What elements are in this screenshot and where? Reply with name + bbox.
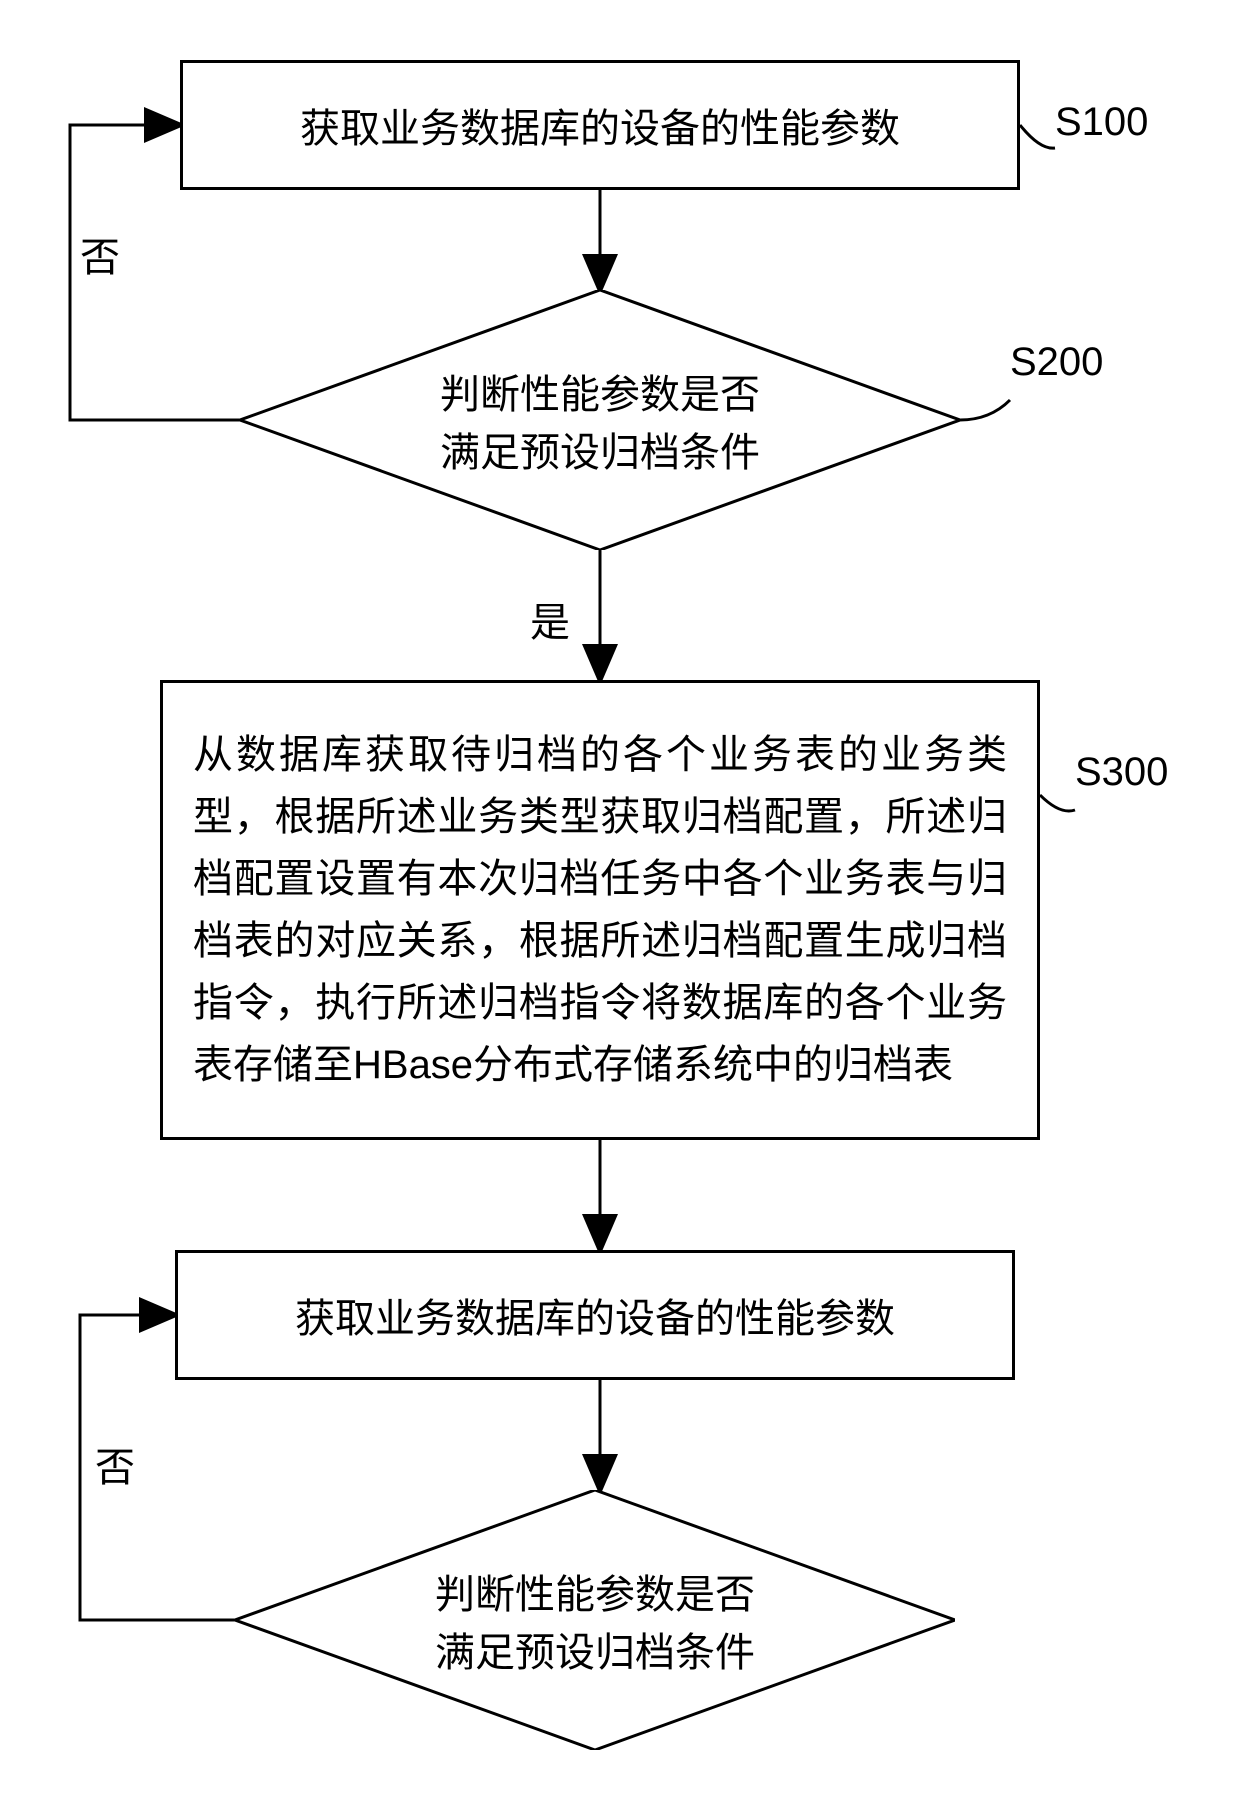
node-s500-text: 判断性能参数是否 满足预设归档条件 bbox=[435, 1562, 755, 1678]
step-label-s200: S200 bbox=[1010, 340, 1103, 385]
step-label-s300: S300 bbox=[1075, 750, 1168, 795]
node-s300: 从数据库获取待归档的各个业务表的业务类型，根据所述业务类型获取归档配置，所述归档… bbox=[160, 680, 1040, 1140]
node-s300-text: 从数据库获取待归档的各个业务表的业务类型，根据所述业务类型获取归档配置，所述归档… bbox=[193, 724, 1007, 1096]
node-s100-text: 获取业务数据库的设备的性能参数 bbox=[300, 96, 900, 154]
node-s400-text: 获取业务数据库的设备的性能参数 bbox=[295, 1286, 895, 1344]
flowchart-canvas: 获取业务数据库的设备的性能参数 S100 判断性能参数是否 满足预设归档条件 S… bbox=[0, 0, 1240, 1813]
node-s100: 获取业务数据库的设备的性能参数 bbox=[180, 60, 1020, 190]
node-s400: 获取业务数据库的设备的性能参数 bbox=[175, 1250, 1015, 1380]
edge-label-s200-no: 否 bbox=[80, 225, 120, 283]
edge-label-s200-yes: 是 bbox=[530, 590, 570, 648]
step-label-s100: S100 bbox=[1055, 100, 1148, 145]
node-s200-text: 判断性能参数是否 满足预设归档条件 bbox=[440, 362, 760, 478]
node-s200: 判断性能参数是否 满足预设归档条件 bbox=[240, 290, 960, 550]
node-s500: 判断性能参数是否 满足预设归档条件 bbox=[235, 1490, 955, 1750]
edge-label-s500-no: 否 bbox=[95, 1435, 135, 1493]
